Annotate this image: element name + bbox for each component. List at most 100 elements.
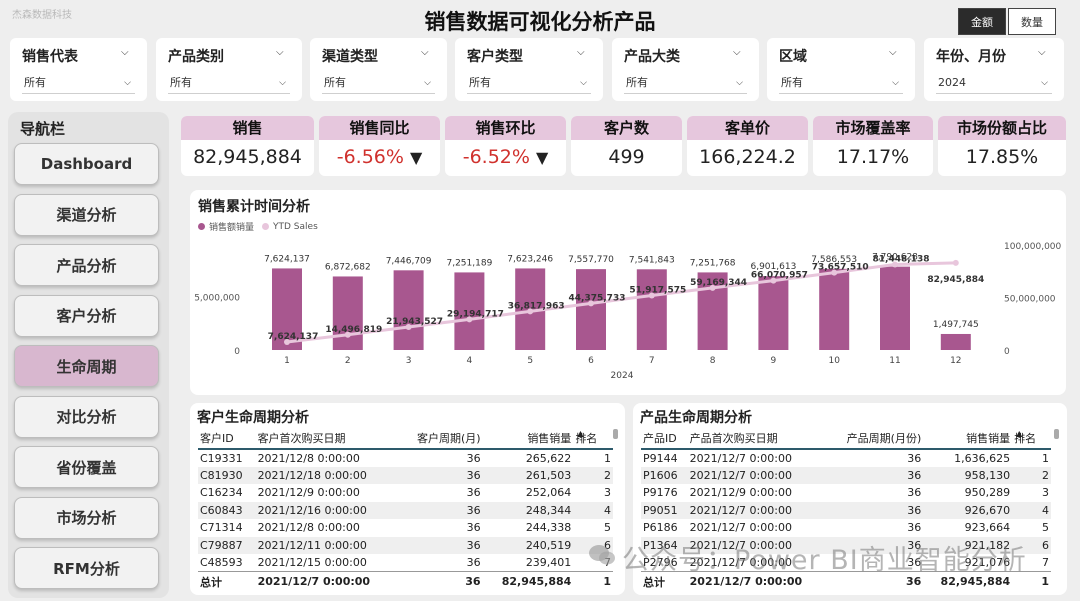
- brand-watermark: 杰森数据科技: [12, 10, 72, 21]
- customer-table-scrollbar[interactable]: [613, 429, 618, 439]
- chevron-down-icon[interactable]: ⌵: [121, 47, 129, 58]
- line-point-5[interactable]: [527, 308, 534, 315]
- nav-item-3[interactable]: 产品分析: [14, 244, 159, 286]
- bar-month-3[interactable]: [393, 270, 424, 350]
- bar-data-label[interactable]: 7,557,770: [568, 255, 614, 265]
- line-point-11[interactable]: [892, 261, 898, 268]
- table-row[interactable]: C16234 2021/12/9 0:00:00 36 252,064 3: [198, 484, 613, 502]
- table-cell: 1,636,625: [954, 451, 1011, 465]
- column-header[interactable]: 产品首次购买日期: [687, 427, 829, 450]
- table-total-row[interactable]: 总计 2021/12/7 0:00:00 36 82,945,884 1: [641, 571, 1051, 592]
- column-header[interactable]: 产品ID: [641, 427, 688, 450]
- chevron-down-icon[interactable]: ⌵: [276, 47, 284, 58]
- bar-month-12[interactable]: [940, 333, 971, 350]
- line-point-12[interactable]: [952, 259, 959, 266]
- nav-item-1[interactable]: Dashboard: [14, 143, 159, 185]
- bar-data-label[interactable]: 7,446,709: [386, 256, 432, 266]
- bar-month-11[interactable]: [880, 266, 910, 350]
- nav-item-2[interactable]: 渠道分析: [14, 193, 159, 236]
- chevron-down-icon[interactable]: ⌵: [889, 47, 897, 58]
- slicer-dropdown[interactable]: 所有 ⌵: [322, 74, 435, 94]
- sort-ascending-icon[interactable]: ▲: [577, 428, 584, 438]
- bar-month-1[interactable]: [272, 268, 302, 350]
- slicer-dropdown[interactable]: 所有 ⌵: [779, 74, 903, 94]
- line-point-4[interactable]: [466, 316, 473, 323]
- sort-ascending-icon[interactable]: ▲: [1016, 428, 1023, 438]
- slicer-dropdown[interactable]: 所有 ⌵: [467, 74, 591, 94]
- table-cell: 36: [907, 451, 922, 465]
- bar-data-label[interactable]: 6,872,682: [325, 262, 371, 272]
- nav-item-9[interactable]: RFM分析: [14, 547, 159, 589]
- line-data-label: 73,657,510: [812, 263, 869, 273]
- table-row[interactable]: P9051 2021/12/7 0:00:00 36 926,670 4: [641, 501, 1051, 519]
- toggle-quantity-button[interactable]: 数量: [1008, 8, 1056, 35]
- bar-data-label[interactable]: 7,790,628: [872, 253, 918, 263]
- line-point-9[interactable]: [770, 277, 777, 284]
- bar-month-4[interactable]: [454, 272, 485, 350]
- kpi-value-wrap: 166,224.2: [687, 140, 808, 176]
- nav-item-5[interactable]: 生命周期: [14, 345, 159, 387]
- chevron-down-icon[interactable]: ⌵: [577, 47, 585, 58]
- bar-month-2[interactable]: [332, 276, 363, 350]
- table-cell: 244,338: [525, 521, 572, 535]
- line-point-2[interactable]: [344, 331, 351, 338]
- combo-chart[interactable]: 0 5,000,000 0 50,000,000 100,000,000 7,624,13…: [190, 190, 1066, 395]
- bar-month-6[interactable]: [576, 269, 606, 350]
- table-row[interactable]: P2796 2021/12/7 0:00:00 36 921,076 7: [641, 554, 1051, 572]
- slicer-dropdown[interactable]: 所有 ⌵: [168, 74, 290, 94]
- column-header[interactable]: 销售销量: [482, 427, 574, 450]
- table-row[interactable]: C60843 2021/12/16 0:00:00 36 248,344 4: [198, 501, 613, 519]
- bar-data-label[interactable]: 6,901,613: [750, 262, 796, 272]
- toggle-amount-button[interactable]: 金额: [958, 8, 1006, 35]
- bar-month-10[interactable]: [819, 268, 850, 350]
- column-header-label: 产品ID: [643, 431, 677, 445]
- table-row[interactable]: C71314 2021/12/8 0:00:00 36 244,338 5: [198, 519, 613, 537]
- nav-item-7[interactable]: 省份覆盖: [14, 446, 159, 488]
- bar-data-label[interactable]: 7,624,137: [264, 254, 310, 264]
- product-table-scrollbar[interactable]: [1054, 429, 1059, 439]
- table-row[interactable]: P6186 2021/12/7 0:00:00 36 923,664 5: [641, 519, 1051, 537]
- chevron-down-icon[interactable]: ⌵: [1038, 47, 1046, 58]
- line-point-10[interactable]: [831, 269, 838, 276]
- bar-data-label[interactable]: 7,541,843: [629, 255, 675, 265]
- bar-data-label[interactable]: 7,586,553: [811, 255, 857, 265]
- slicer-dropdown[interactable]: 所有 ⌵: [22, 74, 135, 94]
- bar-data-label[interactable]: 7,623,246: [507, 254, 553, 264]
- table-cell: 36: [466, 521, 481, 535]
- line-point-6[interactable]: [588, 300, 594, 307]
- table-row[interactable]: P9176 2021/12/9 0:00:00 36 950,289 3: [641, 484, 1051, 502]
- nav-item-6[interactable]: 对比分析: [14, 395, 159, 438]
- column-header[interactable]: 销售销量: [923, 427, 1013, 450]
- table-row[interactable]: P9144 2021/12/7 0:00:00 36 1,636,625 1: [641, 449, 1051, 467]
- column-header[interactable]: 排名▲: [1012, 427, 1051, 450]
- column-header[interactable]: 客户首次购买日期: [255, 427, 400, 450]
- bar-month-7[interactable]: [636, 269, 667, 350]
- table-total-row[interactable]: 总计 2021/12/7 0:00:00 36 82,945,884 1: [198, 571, 613, 592]
- table-row[interactable]: C79887 2021/12/11 0:00:00 36 240,519 6: [198, 536, 613, 554]
- slicer-label: 产品大类: [624, 49, 680, 65]
- table-row[interactable]: P1364 2021/12/7 0:00:00 36 921,182 6: [641, 536, 1051, 554]
- nav-item-8[interactable]: 市场分析: [14, 496, 159, 539]
- column-header[interactable]: 客户ID: [198, 427, 256, 450]
- chevron-down-icon[interactable]: ⌵: [421, 47, 429, 58]
- line-point-8[interactable]: [709, 284, 716, 291]
- line-point-1[interactable]: [284, 338, 290, 345]
- chevron-down-icon[interactable]: ⌵: [733, 47, 741, 58]
- slicer-dropdown[interactable]: 所有 ⌵: [624, 74, 747, 94]
- slicer-dropdown[interactable]: 2024 ⌵: [936, 74, 1052, 94]
- bar-data-label[interactable]: 7,251,189: [446, 258, 492, 268]
- table-row[interactable]: C81930 2021/12/18 0:00:00 36 261,503 2: [198, 466, 613, 484]
- bar-month-9[interactable]: [758, 276, 789, 350]
- column-header[interactable]: 客户周期(月): [399, 427, 483, 450]
- slicer-value: 所有: [626, 76, 648, 89]
- table-row[interactable]: P1606 2021/12/7 0:00:00 36 958,130 2: [641, 466, 1051, 484]
- bar-data-label[interactable]: 7,251,768: [690, 258, 736, 268]
- column-header[interactable]: 产品周期(月份): [828, 427, 924, 450]
- table-row[interactable]: C19331 2021/12/8 0:00:00 36 265,622 1: [198, 449, 613, 467]
- bar-data-label[interactable]: 1,497,745: [933, 320, 979, 330]
- nav-item-4[interactable]: 客户分析: [14, 294, 159, 337]
- line-point-3[interactable]: [405, 323, 412, 330]
- line-point-7[interactable]: [648, 292, 655, 299]
- column-header[interactable]: 排名▲: [573, 427, 613, 450]
